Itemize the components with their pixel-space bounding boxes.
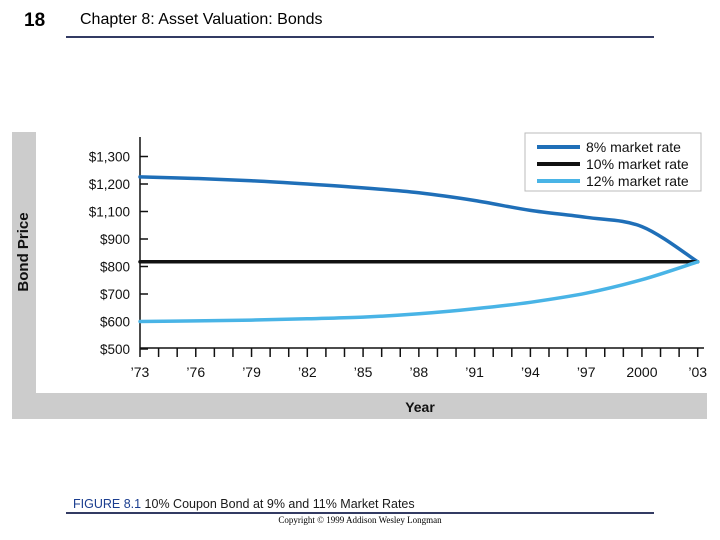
x-tick-label: ’94 <box>521 364 540 380</box>
x-tick-label: ’97 <box>577 364 596 380</box>
chart-series-lines <box>138 175 700 324</box>
x-axis-title: Year <box>405 399 435 415</box>
x-tick-label: ’79 <box>242 364 261 380</box>
y-tick-label: $1,300 <box>89 150 130 165</box>
y-tick-label: $1,200 <box>89 177 130 192</box>
y-tick-label: $600 <box>100 315 130 330</box>
header-rule <box>66 36 654 38</box>
y-tick-label: $1,100 <box>89 205 130 220</box>
legend-label: 10% market rate <box>586 156 689 172</box>
copyright-notice: Copyright © 1999 Addison Wesley Longman <box>278 515 442 525</box>
legend-label: 12% market rate <box>586 173 689 189</box>
x-tick-label: ’85 <box>354 364 373 380</box>
figure-caption-text: 10% Coupon Bond at 9% and 11% Market Rat… <box>141 497 415 511</box>
y-axis-title: Bond Price <box>15 212 32 291</box>
y-tick-label: $900 <box>100 232 130 247</box>
x-tick-label: ’76 <box>186 364 205 380</box>
series-line-3 <box>138 260 700 324</box>
figure-number: FIGURE 8.1 <box>73 497 142 511</box>
page-number: 18 <box>24 10 46 31</box>
chapter-title: Chapter 8: Asset Valuation: Bonds <box>80 11 323 28</box>
series-line-1 <box>138 175 700 264</box>
x-tick-label: ’73 <box>131 364 150 380</box>
y-tick-label: $800 <box>100 260 130 275</box>
bond-price-chart: Bond Price Year $1,300 $1,200 $1,100 $900 $8… <box>12 132 707 419</box>
footer-rule <box>66 512 654 514</box>
x-tick-label: ’91 <box>465 364 484 380</box>
legend-label: 8% market rate <box>586 139 681 155</box>
figure-caption: FIGURE 8.1 10% Coupon Bond at 9% and 11%… <box>73 497 415 511</box>
y-tick-label: $700 <box>100 287 130 302</box>
y-tick-label: $500 <box>100 342 130 357</box>
x-tick-label: ’03 <box>688 364 707 380</box>
x-tick-label: ’82 <box>298 364 317 380</box>
x-tick-label: ’88 <box>410 364 429 380</box>
chart-svg: Bond Price Year $1,300 $1,200 $1,100 $900 $8… <box>12 132 707 419</box>
chart-axes: $1,300$1,200$1,100$900$800$700$600$500’7… <box>89 137 707 380</box>
x-tick-label: 2000 <box>626 364 657 380</box>
